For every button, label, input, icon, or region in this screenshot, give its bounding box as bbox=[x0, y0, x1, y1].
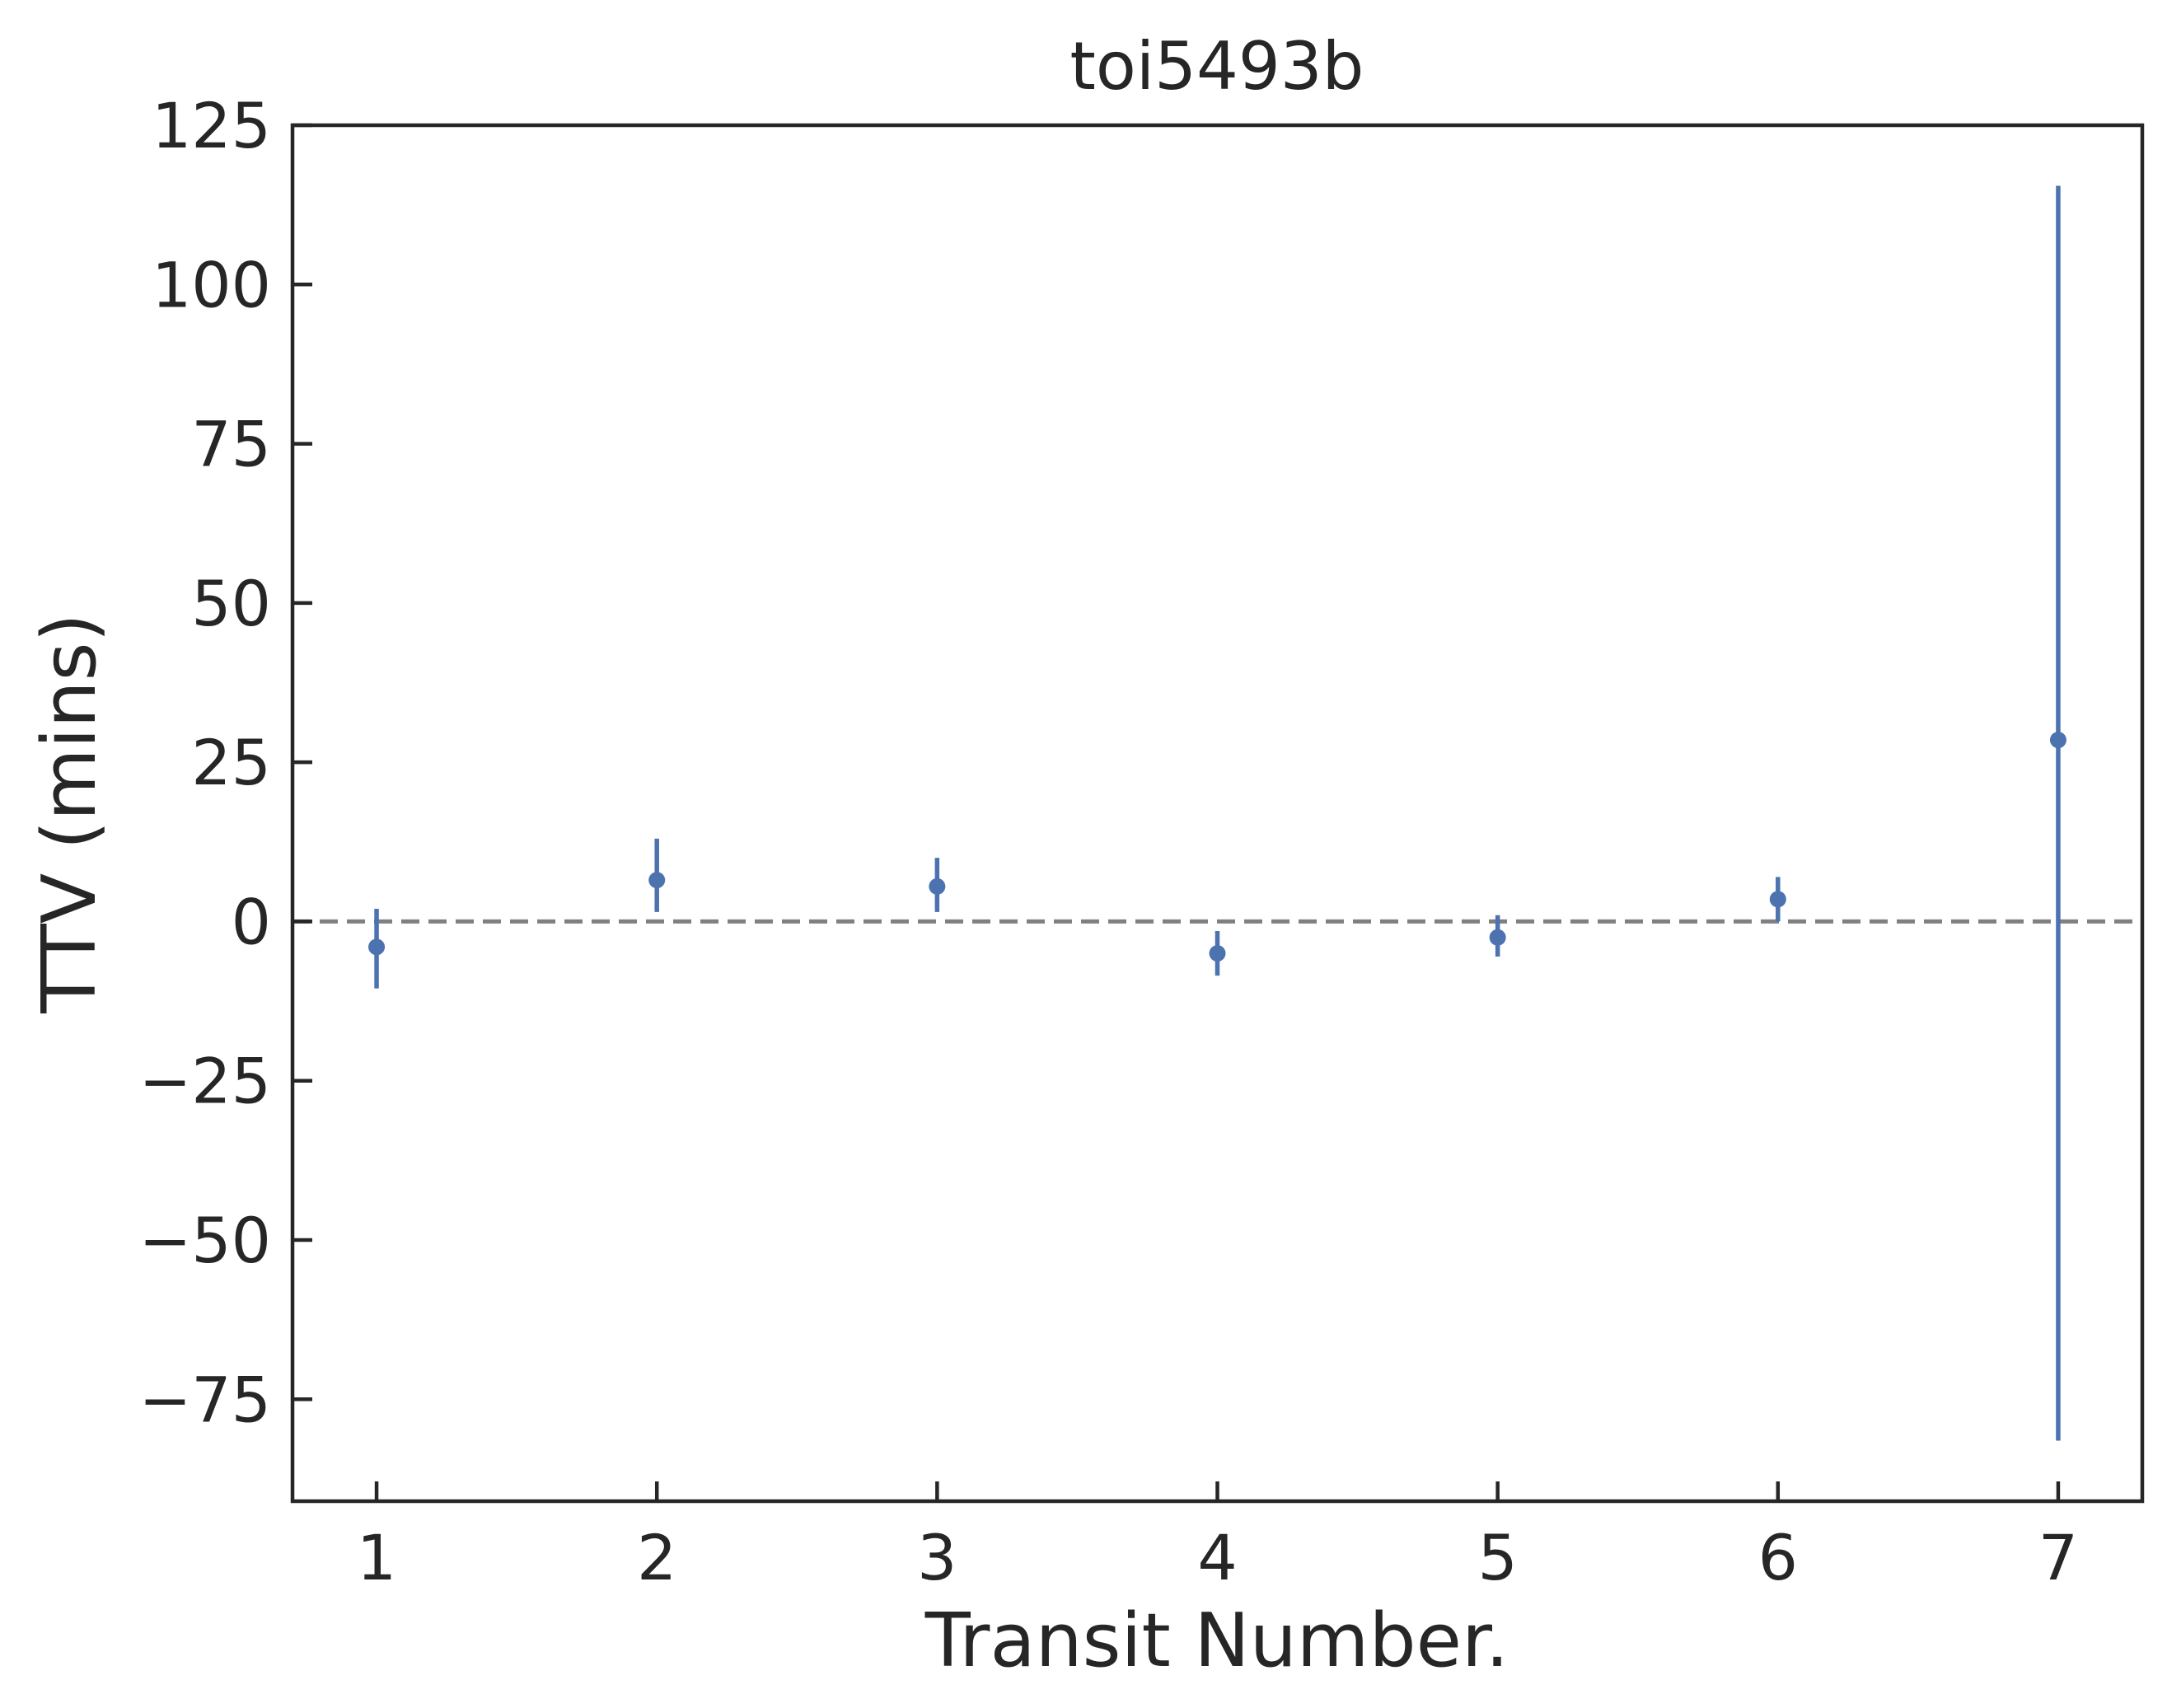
y-axis-label: TTV (mins) bbox=[26, 613, 113, 1013]
data-point-3 bbox=[929, 877, 946, 895]
axis-ticks: 1 2 3 4 5 6 7 −75 −50 −25 0 25 50 75 100 125 bbox=[139, 89, 2079, 1594]
x-tick-label-2: 2 bbox=[637, 1521, 676, 1594]
axes-frame bbox=[290, 123, 2145, 1504]
y-tick-label--75: −75 bbox=[139, 1363, 271, 1436]
x-tick-label-3: 3 bbox=[917, 1521, 957, 1594]
y-tick-label-125: 125 bbox=[152, 89, 271, 162]
chart-title: toi5493b bbox=[1070, 28, 1364, 105]
data-point-4 bbox=[1209, 945, 1226, 962]
data-point-1 bbox=[368, 938, 386, 956]
x-tick-label-1: 1 bbox=[357, 1521, 396, 1594]
x-tick-label-4: 4 bbox=[1197, 1521, 1237, 1594]
data-point-5 bbox=[1489, 929, 1506, 946]
y-tick-label-25: 25 bbox=[191, 726, 271, 799]
x-tick-label-5: 5 bbox=[1477, 1521, 1517, 1594]
plot-area bbox=[293, 185, 2142, 1441]
data-point-7 bbox=[2049, 732, 2066, 749]
y-tick-label-50: 50 bbox=[191, 567, 271, 640]
x-axis-label: Transit Number. bbox=[924, 1598, 1509, 1684]
data-point-6 bbox=[1769, 891, 1786, 908]
data-point-2 bbox=[648, 872, 666, 889]
y-tick-label--25: −25 bbox=[139, 1045, 271, 1118]
y-tick-label-100: 100 bbox=[152, 248, 271, 321]
x-tick-label-7: 7 bbox=[2038, 1521, 2078, 1594]
y-tick-label--50: −50 bbox=[139, 1204, 271, 1277]
x-tick-label-6: 6 bbox=[1758, 1521, 1798, 1594]
y-tick-label-0: 0 bbox=[232, 885, 271, 958]
y-tick-label-75: 75 bbox=[191, 408, 271, 481]
